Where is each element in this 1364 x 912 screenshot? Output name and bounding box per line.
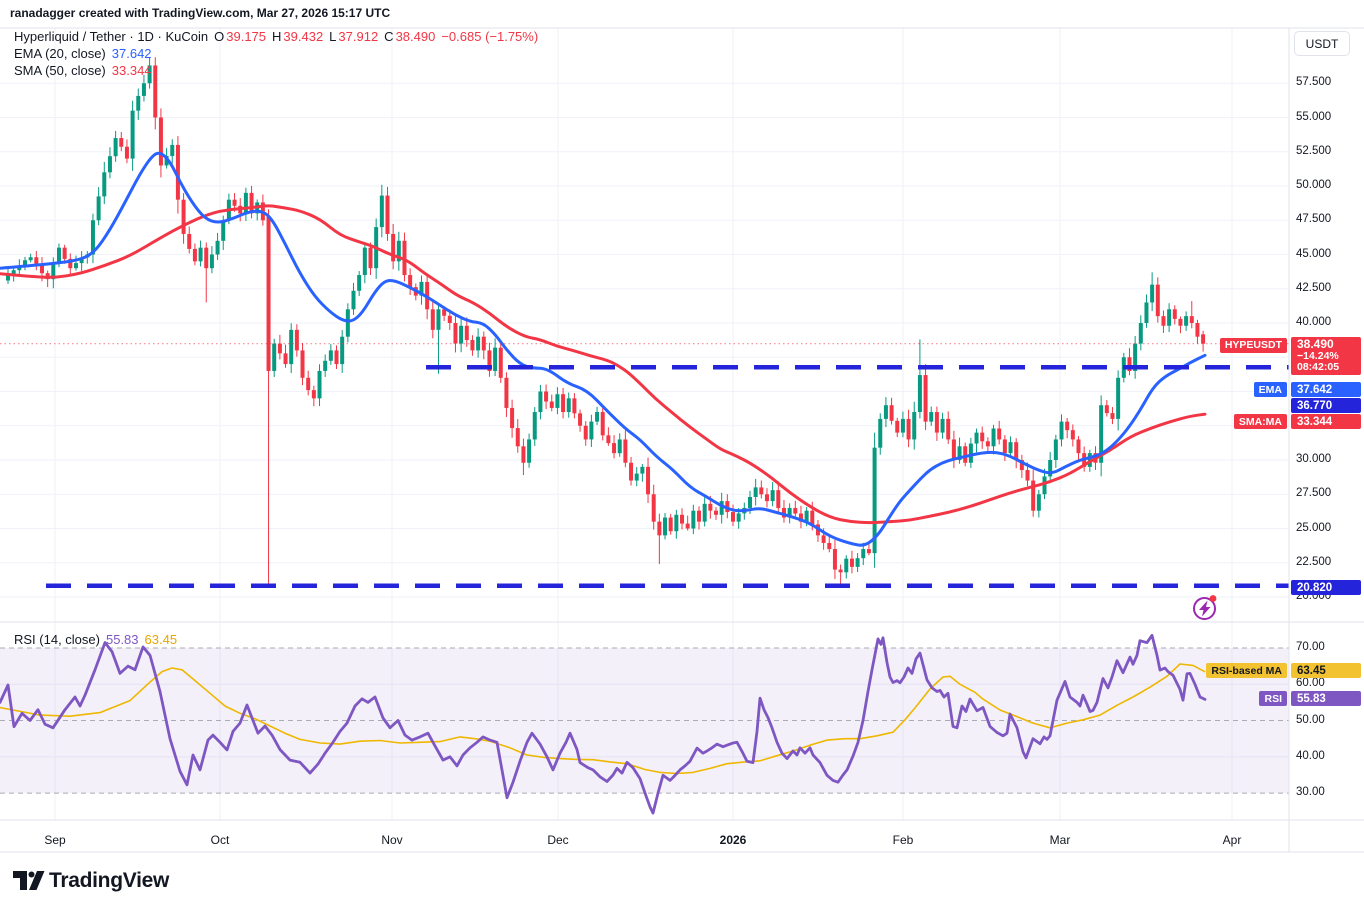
upper-level-axis-label[interactable]: 36.770 xyxy=(1291,398,1361,413)
rsi-tick-label: 50.00 xyxy=(1296,713,1325,726)
sma-legend-label: SMA (50, close) xyxy=(14,63,106,78)
ema-legend-value: 37.642 xyxy=(111,46,152,61)
ema-pill: EMA xyxy=(1253,382,1287,397)
rsi-legend-row[interactable]: RSI (14, close) 55.83 63.45 xyxy=(14,632,177,647)
time-tick-label: Oct xyxy=(210,833,230,847)
ema20-line[interactable] xyxy=(0,151,1207,547)
lower-level-axis-label[interactable]: 20.820 xyxy=(1291,580,1361,595)
symbol-price-pill: HYPEUSDT xyxy=(1219,337,1287,353)
time-tick-label: Mar xyxy=(1049,833,1071,847)
rsi-axis-label: 55.83 xyxy=(1291,691,1361,706)
sma50-line[interactable] xyxy=(0,204,1207,525)
price-tick-label: 27.500 xyxy=(1296,487,1332,500)
symbol-title[interactable]: Hyperliquid / Tether · 1D · KuCoin xyxy=(14,29,209,44)
rsi-tick-label: 30.00 xyxy=(1296,786,1325,799)
ema-legend-row[interactable]: EMA (20, close) 37.642 xyxy=(14,46,152,61)
rsi-pill: RSI xyxy=(1259,691,1287,706)
bar-countdown: 08:42:05 xyxy=(1297,361,1340,373)
price-tick-label: 40.000 xyxy=(1296,316,1332,328)
price-tick-label: 42.500 xyxy=(1296,281,1332,294)
ohlc-low: L 37.912 xyxy=(329,29,379,44)
candlestick-series[interactable] xyxy=(6,57,1206,586)
attribution-text: ranadagger created with TradingView.com,… xyxy=(10,6,391,20)
rsi-tick-label: 70.00 xyxy=(1296,641,1325,653)
ema-legend-label: EMA (20, close) xyxy=(14,46,106,61)
sma-legend-value: 33.344 xyxy=(111,63,152,78)
price-tick-label: 30.000 xyxy=(1296,453,1332,465)
sma-axis-label: 33.344 xyxy=(1291,414,1361,429)
price-tick-label: 25.000 xyxy=(1296,521,1332,534)
time-tick-label: Nov xyxy=(381,833,403,847)
tradingview-logo-text[interactable]: TradingView xyxy=(49,869,170,892)
rsi-line[interactable] xyxy=(0,633,1207,815)
price-tick-label: 50.000 xyxy=(1296,179,1332,191)
rsi-ma-axis-label: 63.45 xyxy=(1291,663,1361,678)
time-tick-label: 2026 xyxy=(719,833,747,847)
time-tick-label: Sep xyxy=(44,833,66,847)
last-price-change-pct: −14.24% xyxy=(1297,350,1339,362)
rsi-tick-label: 60.00 xyxy=(1296,677,1325,690)
price-change: −0.685 (−1.75%) xyxy=(441,29,539,44)
price-tick-label: 22.500 xyxy=(1296,555,1332,568)
last-price-value: 38.490 xyxy=(1297,337,1334,351)
rsi-ma-line[interactable] xyxy=(0,663,1206,775)
time-tick-label: Apr xyxy=(1222,833,1242,847)
rsi-legend-label: RSI (14, close) xyxy=(14,632,100,647)
sma-pill: SMA:MA xyxy=(1233,414,1287,429)
sma-legend-row[interactable]: SMA (50, close) 33.344 xyxy=(14,63,152,78)
price-tick-label: 52.500 xyxy=(1296,144,1332,157)
price-tick-label: 55.000 xyxy=(1296,110,1332,123)
price-tick-label: 57.500 xyxy=(1296,76,1332,89)
rsi-legend-value: 55.83 xyxy=(105,632,139,647)
rsi-tick-label: 40.00 xyxy=(1296,749,1325,762)
lightning-boost-icon[interactable] xyxy=(1193,595,1217,620)
ema-axis-label: 37.642 xyxy=(1291,382,1361,397)
rsi-ma-pill: RSI-based MA xyxy=(1206,663,1287,678)
last-price-label[interactable]: 38.490 −14.24% 08:42:05 xyxy=(1291,337,1361,375)
rsi-ma-legend-value: 63.45 xyxy=(144,632,178,647)
price-tick-label: 47.500 xyxy=(1296,213,1332,226)
ohlc-open: O 39.175 xyxy=(214,29,267,44)
ohlc-high: H 39.432 xyxy=(272,29,324,44)
time-tick-label: Feb xyxy=(892,833,914,847)
time-tick-label: Dec xyxy=(547,833,569,847)
ohlc-close: C 38.490 xyxy=(384,29,436,44)
symbol-header[interactable]: Hyperliquid / Tether · 1D · KuCoin O 39.1… xyxy=(14,29,538,44)
currency-toggle-button[interactable]: USDT xyxy=(1294,31,1350,56)
tradingview-logo-icon[interactable] xyxy=(13,871,45,890)
price-tick-label: 45.000 xyxy=(1296,247,1332,260)
